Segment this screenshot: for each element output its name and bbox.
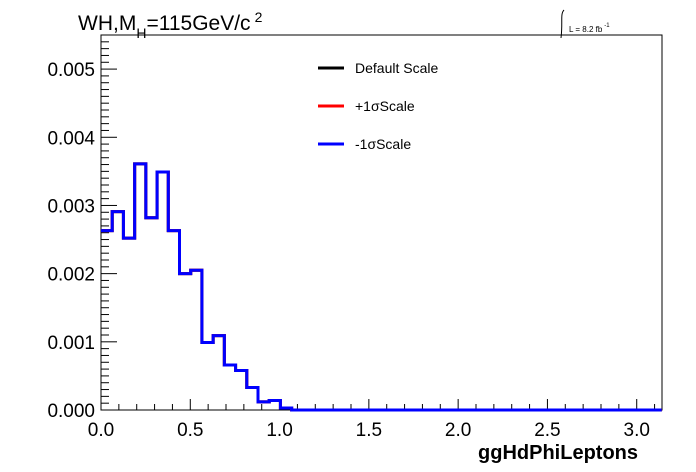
x-tick-label: 2.5 xyxy=(534,420,560,441)
y-tick-label: 0.002 xyxy=(47,265,95,286)
x-tick-label: 1.5 xyxy=(356,420,382,441)
title-rest: =115GeV/c xyxy=(146,12,250,35)
y-tick-label: 0.001 xyxy=(47,333,95,354)
title-superscript: 2 xyxy=(255,9,263,25)
x-tick-label: 1.0 xyxy=(266,420,292,441)
legend-label: -1σScale xyxy=(355,136,411,152)
lumi-superscript: -1 xyxy=(604,23,610,29)
integral-sign-icon xyxy=(560,9,565,39)
y-tick-label: 0.005 xyxy=(47,60,95,81)
title-main: WH,M xyxy=(78,12,136,35)
series-line-2 xyxy=(101,162,662,412)
y-tick-label: 0.000 xyxy=(47,401,95,422)
x-tick-label: 0.5 xyxy=(177,420,203,441)
x-axis-label: ggHdPhiLeptons xyxy=(478,442,638,464)
chart-title: WH,MH=115GeV/c 2 xyxy=(78,9,263,41)
legend-label: Default Scale xyxy=(355,60,438,76)
x-tick-label: 0.0 xyxy=(88,420,114,441)
svg-text:L = 8.2 fb-1: L = 8.2 fb -1 xyxy=(569,23,610,34)
legend: Default Scale +1σScale -1σScale xyxy=(318,60,438,152)
axis-ticks: 0.0 0.5 1.0 1.5 2.0 2.5 3.0 0.000 0.001 0.002 0.00… xyxy=(47,34,656,441)
series-group xyxy=(101,162,662,412)
lumi-label: L = 8.2 fb -1 xyxy=(560,9,610,39)
title-subscript: H xyxy=(136,25,146,41)
legend-label: +1σScale xyxy=(355,98,415,114)
lumi-text: L = 8.2 fb xyxy=(569,25,603,34)
x-tick-label: 2.0 xyxy=(445,420,471,441)
y-tick-label: 0.004 xyxy=(47,128,95,149)
x-tick-label: 3.0 xyxy=(624,420,650,441)
y-tick-label: 0.003 xyxy=(47,196,95,217)
